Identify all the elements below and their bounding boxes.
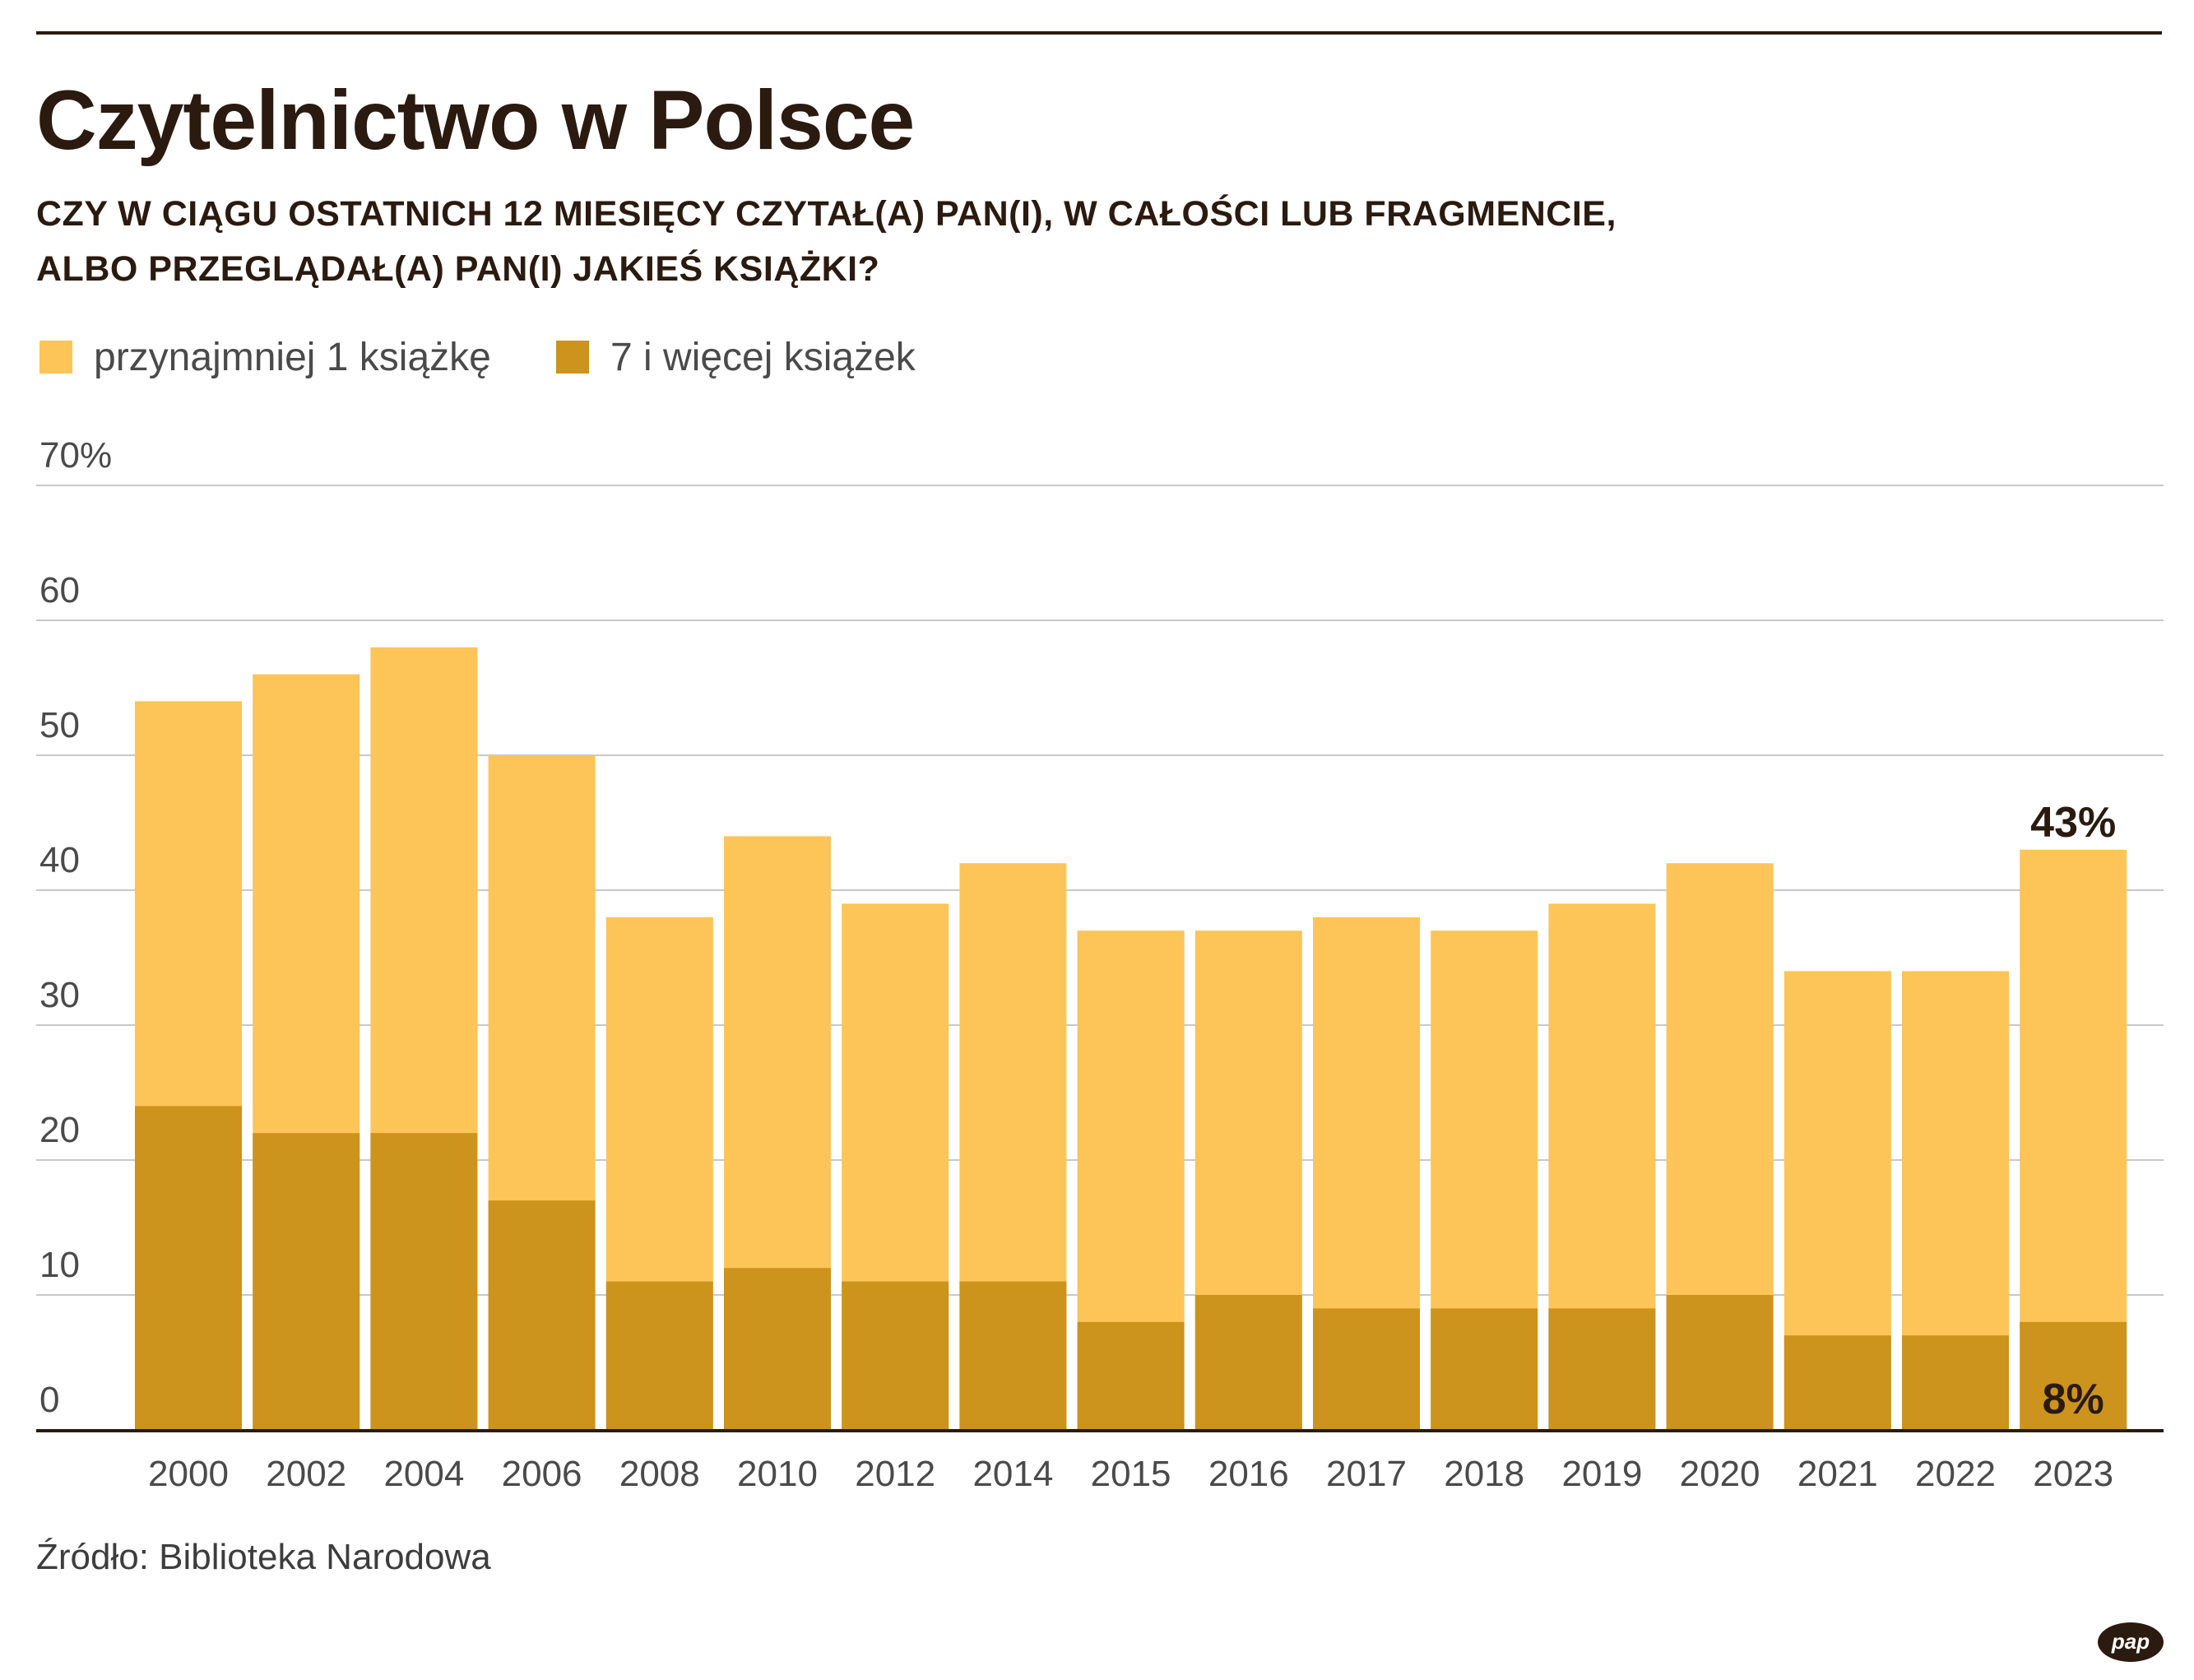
x-tick-label: 2016 <box>1208 1454 1289 1494</box>
data-label-2023-at-least-1-book: 43% <box>2030 799 2116 847</box>
x-tick-label: 2014 <box>972 1454 1053 1494</box>
bar-7-or-more-books <box>1431 1308 1538 1430</box>
data-annotations: 43% 8% <box>2030 799 2116 1423</box>
bar-7-or-more-books <box>842 1281 949 1430</box>
bar-chart: 0 10 20 30 40 50 60 70% 2000 2002 2004 2006 2008 201… <box>36 435 2164 1494</box>
y-tick-label: 0 <box>39 1380 59 1420</box>
x-tick-label: 2008 <box>619 1454 700 1494</box>
x-tick-label: 2022 <box>1915 1454 1996 1494</box>
y-tick-label: 20 <box>39 1110 80 1150</box>
bar-7-or-more-books <box>253 1133 360 1430</box>
chart-subtitle-line-2: ALBO PRZEGLĄDAŁ(A) PAN(I) JAKIEŚ KSIĄŻKI… <box>36 249 880 289</box>
source-note: Źródło: Biblioteka Narodowa <box>36 1537 491 1577</box>
y-tick-label: 30 <box>39 975 80 1015</box>
bar-7-or-more-books <box>488 1200 596 1430</box>
bar-7-or-more-books <box>2020 1321 2127 1430</box>
data-label-2023-7-or-more-books: 8% <box>2043 1376 2104 1423</box>
bar-7-or-more-books <box>1902 1335 2009 1430</box>
bar-7-or-more-books <box>724 1268 831 1430</box>
bar-7-or-more-books <box>1077 1321 1185 1430</box>
bar-7-or-more-books <box>1666 1295 1774 1430</box>
x-tick-label: 2010 <box>737 1454 818 1494</box>
bar-7-or-more-books <box>605 1281 713 1430</box>
bar-7-or-more-books <box>1548 1308 1656 1430</box>
x-tick-label: 2000 <box>148 1454 229 1494</box>
x-tick-label: 2006 <box>502 1454 582 1494</box>
bar-7-or-more-books <box>135 1106 242 1430</box>
legend-label-at-least-1-book: przynajmniej 1 książkę <box>94 335 491 379</box>
bar-7-or-more-books <box>1313 1308 1420 1430</box>
y-tick-label: 50 <box>39 705 80 745</box>
pap-logo-text: pap <box>2111 1629 2150 1654</box>
legend-swatch-at-least-1-book <box>39 341 72 374</box>
bar-7-or-more-books <box>1194 1295 1302 1430</box>
y-tick-label: 40 <box>39 840 80 880</box>
x-tick-label: 2002 <box>266 1454 346 1494</box>
bar-7-or-more-books <box>370 1133 478 1430</box>
x-tick-label: 2019 <box>1561 1454 1642 1494</box>
y-tick-label: 60 <box>39 570 80 610</box>
x-tick-label: 2018 <box>1444 1454 1524 1494</box>
x-tick-label: 2021 <box>1797 1454 1878 1494</box>
x-tick-label: 2012 <box>855 1454 935 1494</box>
pap-logo: pap <box>2098 1622 2164 1662</box>
y-tick-label: 70% <box>39 435 112 476</box>
legend-item-7-or-more-books: 7 i więcej książek <box>556 332 916 382</box>
x-tick-label: 2020 <box>1680 1454 1760 1494</box>
bar-7-or-more-books <box>959 1281 1067 1430</box>
x-tick-label: 2023 <box>2033 1454 2113 1494</box>
bars <box>135 647 2127 1430</box>
chart-title: Czytelnictwo w Polsce <box>36 73 915 167</box>
x-tick-label: 2017 <box>1326 1454 1407 1494</box>
y-tick-label: 10 <box>39 1245 80 1285</box>
legend-swatch-7-or-more-books <box>556 341 589 374</box>
legend-label-7-or-more-books: 7 i więcej książek <box>610 335 916 379</box>
x-tick-label: 2004 <box>383 1454 464 1494</box>
pap-logo-badge <box>2098 1622 2164 1662</box>
legend-item-at-least-1-book: przynajmniej 1 książkę <box>39 332 491 382</box>
chart-subtitle-line-1: CZY W CIĄGU OSTATNICH 12 MIESIĘCY CZYTAŁ… <box>36 194 1617 234</box>
x-axis-ticks: 2000 2002 2004 2006 2008 2010 2012 2014 2015 2016… <box>148 1454 2113 1494</box>
x-tick-label: 2015 <box>1091 1454 1171 1494</box>
bar-7-or-more-books <box>1783 1335 1891 1430</box>
y-axis-ticks: 0 10 20 30 40 50 60 70% <box>39 435 112 1420</box>
top-rule <box>36 31 2162 35</box>
